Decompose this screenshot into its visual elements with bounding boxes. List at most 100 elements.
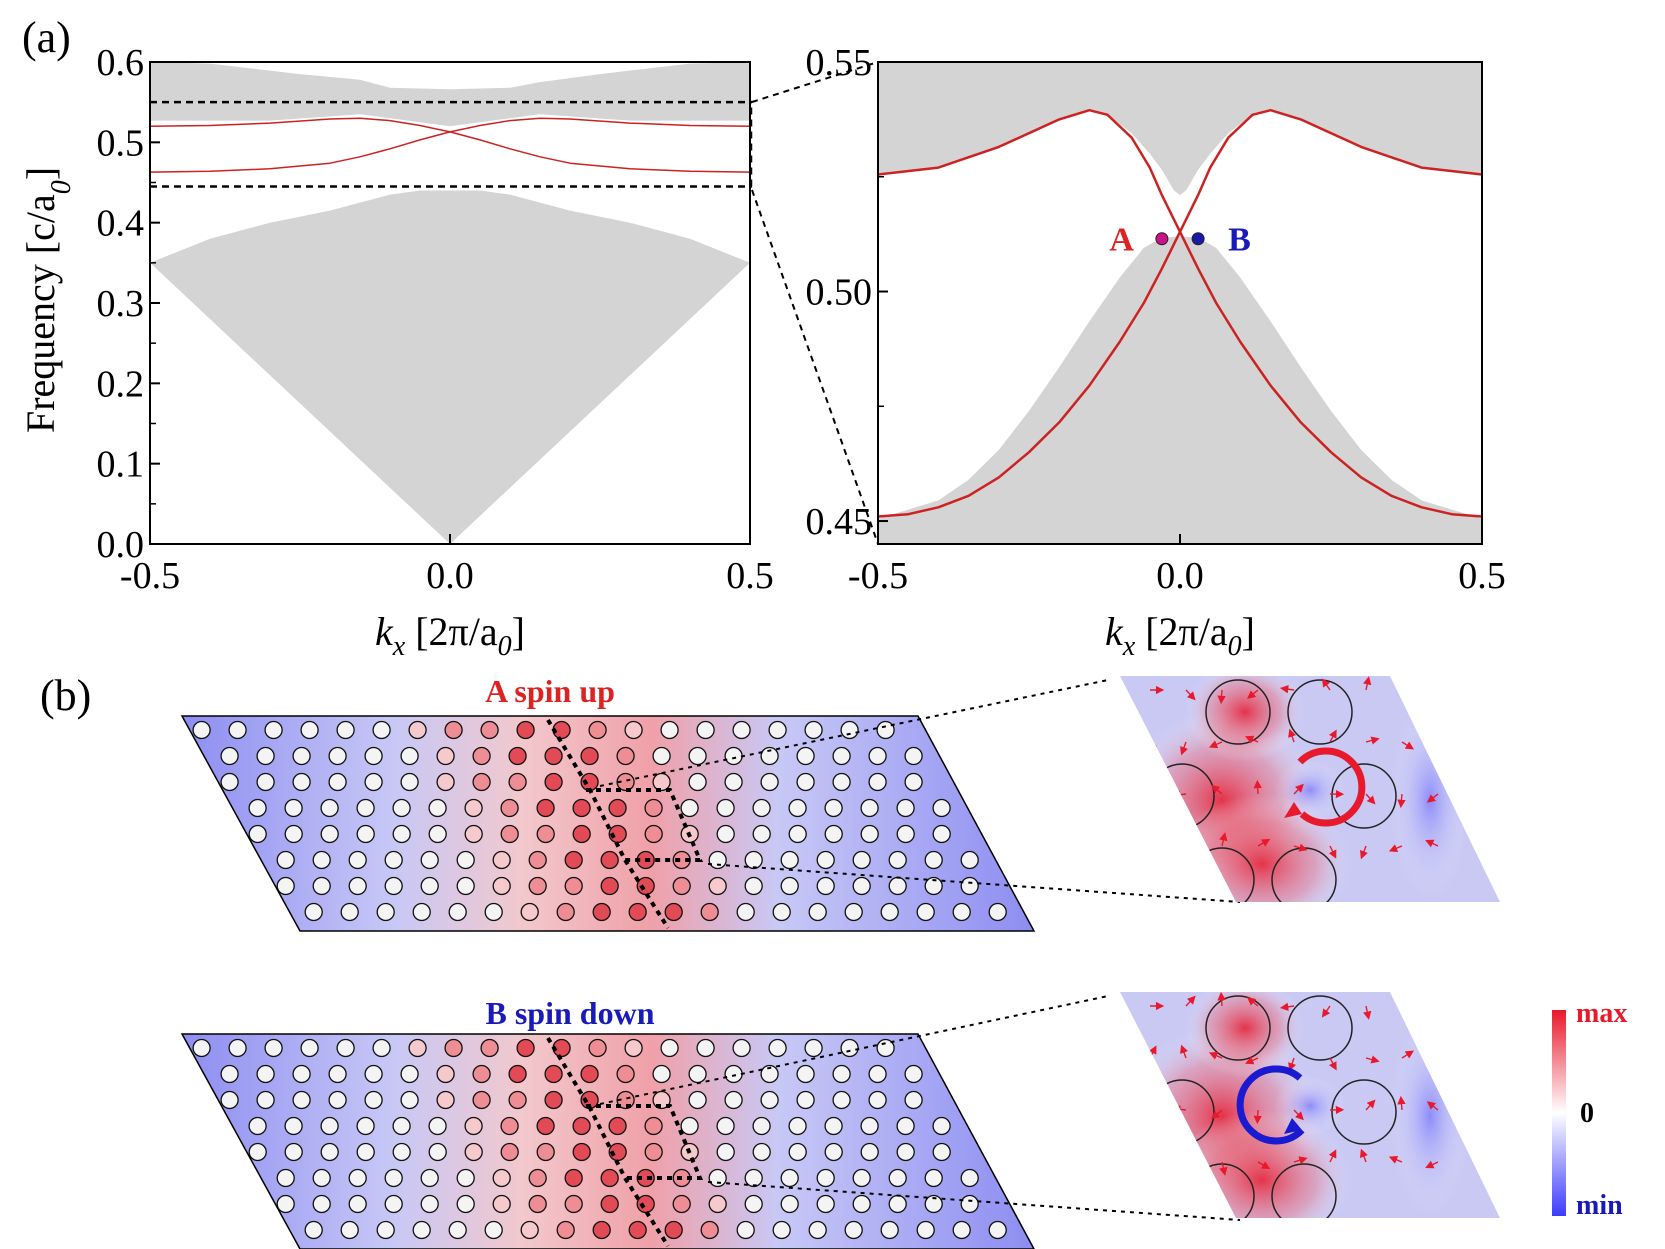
field-vector — [1185, 995, 1196, 1007]
rod — [264, 720, 283, 740]
rod — [588, 720, 607, 740]
rod — [312, 876, 331, 896]
rod — [952, 902, 971, 922]
rod — [844, 902, 863, 922]
rod — [768, 1038, 787, 1058]
field-map-spin-down: B spin down — [180, 995, 1241, 1249]
rod — [348, 850, 367, 870]
rod — [660, 720, 679, 740]
rod — [904, 772, 923, 792]
rod — [932, 824, 951, 844]
field-vector — [1180, 1044, 1188, 1059]
rod — [276, 1194, 295, 1214]
edge-state-line-1 — [877, 108, 1483, 518]
rod — [628, 902, 647, 922]
rod — [508, 1090, 527, 1110]
rod — [752, 798, 771, 818]
field-vector — [1185, 689, 1196, 701]
rod — [868, 1090, 887, 1110]
rod — [556, 902, 575, 922]
rod — [436, 1090, 455, 1110]
rod — [732, 720, 751, 740]
rod — [572, 1142, 591, 1162]
rod — [868, 772, 887, 792]
rod — [832, 1064, 851, 1084]
zoom-line-bottom-1 — [599, 995, 1109, 1105]
rod — [320, 1142, 339, 1162]
zoom-line-bottom-2 — [707, 1181, 1241, 1221]
rod — [736, 902, 755, 922]
rod — [760, 1090, 779, 1110]
rod — [700, 902, 719, 922]
rod — [356, 1116, 375, 1136]
field-vector — [1178, 834, 1187, 847]
rod — [888, 1168, 907, 1188]
field-vector — [1219, 832, 1228, 847]
rod — [392, 1142, 411, 1162]
rod — [592, 902, 611, 922]
rod — [220, 1090, 239, 1110]
rod — [412, 902, 431, 922]
rod — [348, 1194, 367, 1214]
rod — [448, 1220, 467, 1240]
rod — [924, 1194, 943, 1214]
rod — [716, 1116, 735, 1136]
rod — [544, 746, 563, 766]
rod — [580, 1064, 599, 1084]
rod — [384, 876, 403, 896]
rod — [852, 876, 871, 896]
rod — [492, 850, 511, 870]
y-tick-label: 0.1 — [97, 444, 145, 486]
rod — [544, 1090, 563, 1110]
rod — [364, 772, 383, 792]
rod — [716, 824, 735, 844]
x-axis-label-zoom: kx [2π/a0] — [1105, 609, 1255, 662]
zoom-line-top-1 — [599, 679, 1109, 787]
rod — [536, 824, 555, 844]
rod — [860, 1142, 879, 1162]
y-tick-label: 0.5 — [97, 122, 145, 164]
rod — [672, 876, 691, 896]
field-vector — [1208, 740, 1223, 749]
rod — [724, 746, 743, 766]
rod — [616, 746, 635, 766]
field-vector — [1388, 1155, 1403, 1164]
rod — [372, 720, 391, 740]
field-map-spin-up: A spin up — [180, 673, 1241, 932]
colorbar: max 0 min — [1552, 998, 1627, 1221]
rod — [644, 1142, 663, 1162]
rod — [708, 850, 727, 870]
field-vector — [1434, 741, 1444, 756]
caption-spin-up: A spin up — [485, 673, 615, 709]
rod — [320, 798, 339, 818]
rod — [444, 720, 463, 740]
rod — [672, 1194, 691, 1214]
field-vector — [1426, 1101, 1439, 1111]
rod — [484, 902, 503, 922]
field-vector — [1365, 1055, 1380, 1064]
rod — [644, 798, 663, 818]
rod — [652, 1064, 671, 1084]
rod — [708, 1194, 727, 1214]
rod — [924, 1168, 943, 1188]
field-vector — [1219, 1161, 1228, 1176]
colorbar-max-label: max — [1576, 998, 1627, 1029]
band-diagram-full: 0.00.10.20.30.40.50.6-0.5 0.0 0.5 Frequenc… — [18, 42, 774, 662]
unit-cell-dash-top — [546, 718, 670, 930]
rod — [932, 1142, 951, 1162]
cell-rod — [1205, 995, 1271, 1061]
rods-bottom — [192, 1038, 1007, 1240]
rod — [220, 1064, 239, 1084]
rod — [688, 746, 707, 766]
field-vector — [1437, 687, 1452, 696]
field-vector — [1426, 793, 1439, 803]
rod — [896, 1142, 915, 1162]
rod — [528, 1168, 547, 1188]
rod — [960, 1168, 979, 1188]
y-tick-label: 0.6 — [97, 42, 145, 84]
rod — [924, 876, 943, 896]
cell-rod — [1287, 679, 1353, 745]
bulk-bands-zoom — [878, 62, 1482, 544]
rod — [228, 1038, 247, 1058]
